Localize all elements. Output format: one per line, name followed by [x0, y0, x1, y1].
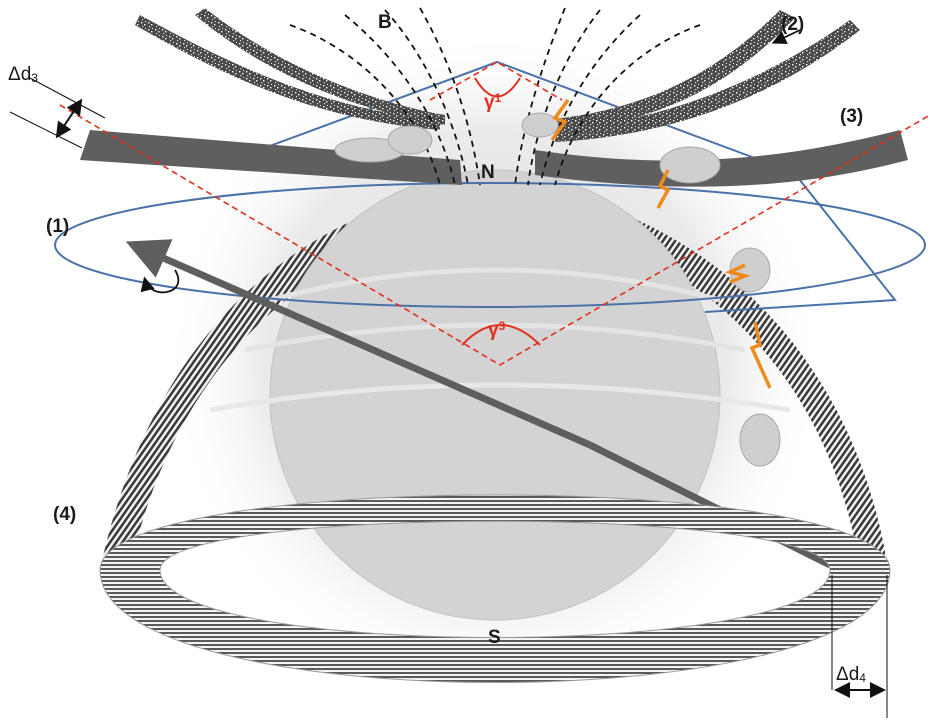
label-delta-d4: Δd4 [836, 664, 866, 685]
angle-arc-gamma3 [461, 324, 541, 346]
angle-arc-gamma1 [474, 77, 521, 98]
label-B: B [378, 12, 392, 33]
flux-tube-left-inner [195, 8, 445, 125]
lower-ring [99, 494, 891, 683]
magnetic-field-lines [289, 7, 701, 186]
flux-tube-arrow [771, 29, 801, 44]
equatorial-ring-1 [54, 182, 926, 308]
rotation-axis-arrow [125, 239, 592, 449]
reconnection-sparks [550, 98, 772, 389]
label-region-2: (2) [781, 14, 804, 35]
label-gamma-1: γ1 [484, 91, 502, 113]
current-sheet-left [80, 130, 462, 185]
cone-outline-upper [231, 60, 761, 161]
flux-tube-right-inner [545, 10, 795, 132]
delta-d3-guide-a [9, 111, 83, 149]
label-region-1: (1) [46, 216, 69, 237]
flux-tube-right-outer [555, 20, 860, 142]
label-gamma-3: γ3 [488, 319, 506, 341]
label-region-4: (4) [53, 504, 76, 525]
plasma-clouds [334, 112, 781, 467]
latitude-arc [269, 267, 721, 303]
cone-axis-gamma3 [59, 104, 931, 366]
label-S: S [488, 627, 501, 648]
outer-conical-sheet [100, 180, 888, 570]
delta-d3-guide-b [29, 77, 106, 119]
current-sheet-right [535, 130, 908, 187]
rotation-indicator [140, 269, 180, 294]
label-N: N [481, 162, 495, 183]
label-delta-d3: Δd3 [8, 64, 38, 85]
latitude-arc [209, 382, 791, 413]
cone-axis-gamma1 [429, 61, 563, 101]
delta-d3-arrow [55, 98, 83, 139]
label-region-3: (3) [840, 106, 863, 127]
